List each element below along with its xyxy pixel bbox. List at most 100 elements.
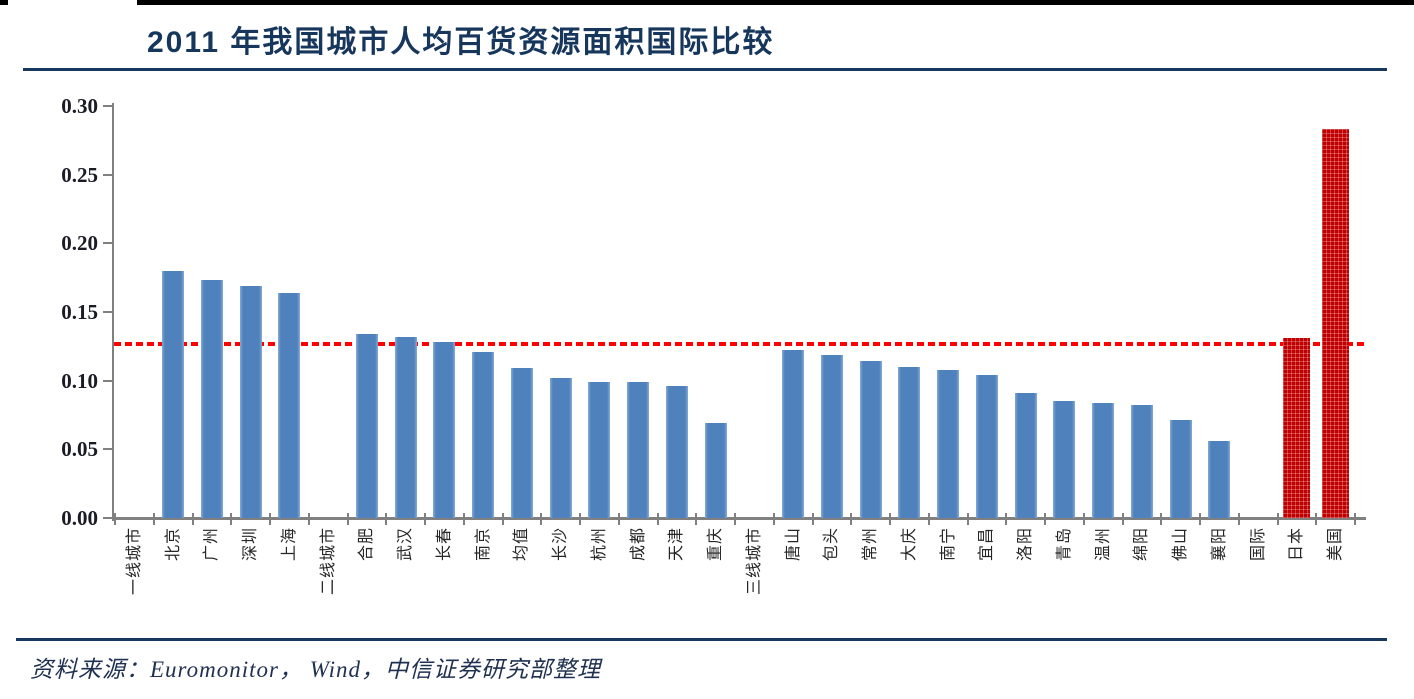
- bar: [1208, 441, 1231, 518]
- x-axis-tick: [269, 513, 271, 525]
- bar: [782, 350, 805, 518]
- bar: [665, 386, 688, 518]
- x-axis-category-label: 长沙: [552, 527, 570, 562]
- corner-mark: [0, 0, 8, 5]
- x-axis-category-label: 洛阳: [1017, 527, 1035, 562]
- bar: [162, 271, 185, 518]
- x-axis-category-label: 成都: [629, 527, 647, 562]
- bar: [355, 334, 378, 518]
- bar: [859, 361, 882, 518]
- x-axis-tick: [1354, 513, 1356, 525]
- x-axis-tick: [656, 513, 659, 525]
- bar: [433, 342, 456, 518]
- y-axis-tick: [103, 105, 113, 107]
- bar: [820, 355, 843, 518]
- x-axis-category-label: 二线城市: [319, 527, 337, 596]
- x-axis-tick: [501, 513, 504, 525]
- x-axis-tick: [1005, 513, 1008, 525]
- x-axis-tick: [579, 513, 581, 525]
- x-axis-tick: [966, 513, 969, 525]
- top-divider-bar: [137, 0, 1414, 5]
- bar-highlight: [1322, 129, 1350, 518]
- y-axis-tick-label: 0.00: [61, 506, 98, 530]
- x-axis-tick: [230, 513, 233, 525]
- x-axis-tick: [462, 513, 465, 525]
- bar: [1053, 401, 1076, 518]
- bar-highlight: [1283, 338, 1311, 518]
- x-axis-tick: [1237, 513, 1240, 525]
- x-axis-tick: [114, 513, 116, 525]
- y-axis-tick: [103, 173, 113, 176]
- y-axis-tick: [103, 242, 113, 245]
- x-axis-category-label: 南宁: [939, 527, 957, 562]
- x-axis-category-label: 美国: [1327, 527, 1345, 562]
- x-axis-category-label: 重庆: [707, 527, 725, 562]
- y-axis-tick-label: 0.20: [61, 231, 98, 256]
- x-axis-category-label: 襄阳: [1210, 527, 1228, 562]
- x-axis-category-label: 合肥: [358, 527, 376, 562]
- x-axis-category-label: 佛山: [1172, 527, 1190, 562]
- x-axis-tick: [889, 513, 891, 525]
- bar: [239, 286, 262, 518]
- x-axis-tick: [1315, 513, 1318, 525]
- bar: [549, 378, 572, 518]
- x-axis-category-label: 一线城市: [125, 527, 143, 596]
- x-axis-tick: [927, 513, 930, 525]
- source-note: 资料来源：Euromonitor， Wind，中信证券研究部整理: [30, 657, 602, 682]
- x-axis-tick: [1199, 513, 1201, 525]
- bar: [588, 382, 611, 518]
- x-axis-tick: [1160, 513, 1163, 525]
- y-axis-tick-label: 0.30: [61, 94, 98, 118]
- x-axis-category-label: 国际: [1249, 527, 1267, 562]
- bar: [394, 337, 417, 518]
- x-axis-tick: [1082, 513, 1085, 525]
- x-axis-tick: [191, 513, 194, 525]
- y-axis-tick: [103, 517, 113, 519]
- x-axis-tick: [152, 513, 155, 525]
- bar: [898, 367, 921, 518]
- y-axis-tick: [103, 311, 113, 313]
- chart-title: 2011 年我国城市人均百货资源面积国际比较: [147, 26, 775, 59]
- x-axis-category-label: 青岛: [1055, 527, 1073, 562]
- x-axis-tick: [1044, 513, 1046, 525]
- footer-divider-line: [16, 638, 1387, 641]
- reference-dashed-line: [114, 341, 1366, 346]
- x-axis-tick: [617, 513, 620, 525]
- x-axis-tick: [811, 513, 814, 525]
- y-axis-tick-label: 0.05: [61, 437, 98, 462]
- bar: [1169, 420, 1192, 518]
- x-axis-tick: [734, 513, 736, 525]
- x-axis-category-label: 宜昌: [978, 527, 996, 562]
- x-axis-category-label: 杭州: [590, 527, 608, 562]
- y-axis-tick-label: 0.10: [61, 368, 98, 393]
- bar: [200, 280, 223, 518]
- bar: [1130, 405, 1153, 518]
- x-axis-category-label: 常州: [862, 527, 880, 562]
- x-axis-tick: [850, 513, 853, 525]
- x-axis-category-label: 包头: [823, 527, 841, 562]
- x-axis-category-label: 均值: [513, 527, 531, 562]
- x-axis-category-label: 唐山: [784, 527, 802, 562]
- x-axis-category-label: 广州: [203, 527, 221, 562]
- x-axis-category-label: 大庆: [900, 527, 918, 562]
- title-underline: [23, 68, 1387, 71]
- x-axis-category-label: 北京: [164, 527, 182, 562]
- x-axis-category-label: 绵阳: [1133, 527, 1151, 562]
- x-axis-category-label: 南京: [474, 527, 492, 562]
- bar: [937, 370, 960, 518]
- x-axis-tick: [346, 513, 349, 525]
- x-axis-tick: [1276, 513, 1279, 525]
- y-axis-tick: [103, 379, 113, 382]
- bar: [975, 375, 998, 518]
- x-axis-tick: [424, 513, 426, 525]
- y-axis-tick-label: 0.25: [61, 162, 98, 187]
- x-axis-category-label: 温州: [1094, 527, 1112, 562]
- x-axis-tick: [1121, 513, 1124, 525]
- x-axis-category-label: 上海: [280, 527, 298, 562]
- x-axis-tick: [540, 513, 543, 525]
- x-axis-category-label: 日本: [1288, 527, 1306, 562]
- bar: [704, 423, 727, 518]
- x-axis-category-label: 武汉: [397, 527, 415, 562]
- bar: [510, 368, 533, 518]
